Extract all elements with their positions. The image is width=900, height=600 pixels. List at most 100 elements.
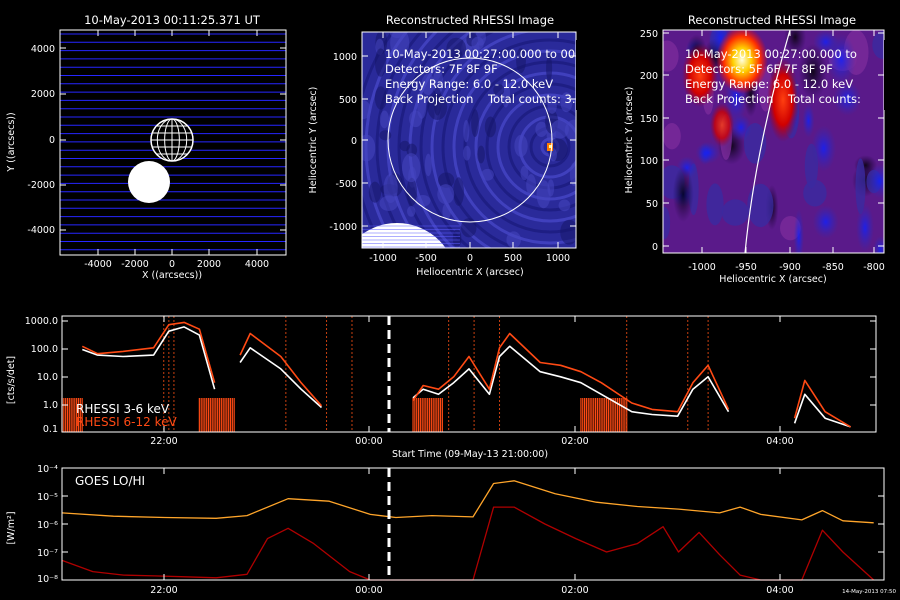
rhessi-xlabel: Start Time (09-May-13 21:00:00) bbox=[392, 449, 548, 460]
fulldisk-ticks bbox=[362, 32, 576, 248]
fulldisk-ytick: -500 bbox=[335, 179, 357, 190]
fulldisk-panel: Reconstructed RHESSI Image 10-May-2013 0… bbox=[308, 13, 616, 278]
rhessi-lightcurve-panel: 1000.0 100.0 10.0 1.0 0.1 [cts/s/det] 22… bbox=[6, 315, 877, 460]
zoom-ytick: 100 bbox=[640, 156, 658, 167]
zoom-xlabel: Heliocentric X (arcsec) bbox=[719, 274, 826, 285]
orbit-ytick: -2000 bbox=[27, 180, 55, 191]
orbit-panel: 10-May-2013 00:11:25.371 UT -4000 -2000 … bbox=[6, 13, 287, 281]
rhessi-ylabel: [cts/s/det] bbox=[6, 356, 17, 404]
goes-xtick: 22:00 bbox=[150, 585, 177, 596]
goes-xtick: 04:00 bbox=[766, 585, 793, 596]
zoom-xtick: -1000 bbox=[688, 262, 716, 273]
fulldisk-xtick: 0 bbox=[467, 253, 473, 264]
rhessi-ytick: 1000.0 bbox=[25, 316, 58, 327]
rhessi-series-line bbox=[82, 326, 851, 428]
fulldisk-xtick: -1000 bbox=[369, 253, 397, 264]
rhessi-attenuator-flags bbox=[61, 398, 628, 432]
rhessi-series-line bbox=[81, 321, 852, 428]
zoom-info-line: Back Projection Total counts: bbox=[685, 92, 861, 106]
orbit-frame bbox=[59, 29, 287, 256]
zoom-ticks bbox=[663, 30, 884, 253]
flare-ribbon bbox=[767, 58, 799, 142]
orbit-ytick: 0 bbox=[49, 135, 55, 146]
zoom-ytick: 200 bbox=[640, 71, 658, 82]
plot-timestamp: 14-May-2013 07:50 bbox=[842, 589, 896, 595]
orbit-xtick: -2000 bbox=[121, 259, 149, 270]
zoom-xtick: -850 bbox=[822, 262, 844, 273]
earth-disk bbox=[128, 161, 170, 203]
zoom-xtick: -950 bbox=[735, 262, 757, 273]
orbit-ylabel: Y ((arcsecs)) bbox=[6, 112, 17, 172]
goes-series-line bbox=[61, 506, 875, 581]
rhessi-ticks bbox=[62, 316, 876, 432]
fulldisk-ytick: 500 bbox=[339, 95, 357, 106]
goes-series bbox=[61, 480, 875, 581]
orbit-ticks bbox=[60, 30, 286, 255]
goes-xtick: 00:00 bbox=[355, 585, 382, 596]
rhessi-xtick: 02:00 bbox=[561, 436, 588, 447]
fulldisk-ripple-pattern bbox=[362, 32, 576, 248]
fulldisk-xtick: 500 bbox=[504, 253, 522, 264]
zoom-ytick: 50 bbox=[646, 199, 658, 210]
orbit-xlabel: X ((arcsecs)) bbox=[142, 270, 202, 281]
fulldisk-info-line: 10-May-2013 00:27:00.000 to 00:28:00 bbox=[385, 47, 612, 61]
orbit-title: 10-May-2013 00:11:25.371 UT bbox=[84, 13, 261, 27]
rhessi-ytick: 10.0 bbox=[37, 372, 58, 383]
zoom-info-line: Energy Range: 6.0 - 12.0 keV bbox=[685, 77, 853, 91]
rhessi-xtick: 00:00 bbox=[355, 436, 382, 447]
goes-frame bbox=[61, 467, 885, 581]
solar-limb bbox=[387, 57, 553, 223]
goes-xtick: 02:00 bbox=[561, 585, 588, 596]
zoom-ytick: 250 bbox=[640, 29, 658, 40]
goes-ytick: 10⁻⁴ bbox=[37, 464, 58, 475]
rhessi-xtick: 22:00 bbox=[150, 436, 177, 447]
goes-ytick: 10⁻⁵ bbox=[37, 492, 58, 503]
goes-lightcurve-panel: GOES LO/HI 10⁻⁴ 10⁻⁵ 10⁻⁶ 10⁻⁷ 10⁻⁸ [W/m… bbox=[6, 464, 896, 596]
zoom-image bbox=[663, 30, 884, 253]
fulldisk-title: Reconstructed RHESSI Image bbox=[386, 13, 554, 27]
fulldisk-info-line: Detectors: 7F 8F 9F bbox=[385, 62, 498, 76]
goes-ylabel: [W/m²] bbox=[6, 511, 17, 544]
fulldisk-xtick: 1000 bbox=[546, 253, 570, 264]
fulldisk-xtick: -500 bbox=[415, 253, 437, 264]
goes-ytick: 10⁻⁸ bbox=[37, 574, 58, 585]
fulldisk-image bbox=[362, 32, 576, 248]
rhessi-ytick: 1.0 bbox=[43, 400, 58, 411]
zoom-info-line: Detectors: 5F 6F 7F 8F 9F bbox=[685, 62, 833, 76]
zoom-xtick: -900 bbox=[779, 262, 801, 273]
rhessi-frame bbox=[61, 315, 877, 433]
goes-series-line bbox=[61, 480, 874, 524]
fulldisk-ytick: 0 bbox=[351, 136, 357, 147]
fulldisk-xlabel: Heliocentric X (arcsec) bbox=[416, 267, 523, 278]
goes-ytick: 10⁻⁶ bbox=[37, 520, 58, 531]
zoom-panel: Reconstructed RHESSI Image 10-May-2013 0… bbox=[624, 13, 900, 285]
zoom-limb bbox=[744, 30, 791, 253]
earth-occulter bbox=[362, 223, 446, 248]
fulldisk-ylabel: Heliocentric Y (arcsec) bbox=[308, 87, 319, 194]
rhessi-ytick: 100.0 bbox=[31, 344, 58, 355]
orbit-xtick: 2000 bbox=[197, 259, 221, 270]
flare-core bbox=[716, 30, 768, 94]
fulldisk-info-line: Energy Range: 6.0 - 12.0 keV bbox=[385, 77, 553, 91]
zoom-ylabel: Heliocentric Y (arcsec) bbox=[624, 87, 635, 194]
orbit-xtick: 0 bbox=[169, 259, 175, 270]
zoom-xtick: -800 bbox=[863, 262, 885, 273]
rhessi-series bbox=[81, 321, 852, 428]
flare-ribbon bbox=[682, 43, 718, 107]
orbit-ytick: -4000 bbox=[27, 225, 55, 236]
orbit-xtick: 4000 bbox=[245, 259, 269, 270]
legend-rhessi-low: RHESSI 3-6 keV bbox=[76, 402, 170, 416]
orbit-ytick: 4000 bbox=[31, 44, 55, 55]
legend-rhessi-high: RHESSI 6-12 keV bbox=[76, 415, 177, 429]
fulldisk-info-line: Back Projection Total counts: 3.34E+0 bbox=[385, 92, 614, 106]
zoom-title: Reconstructed RHESSI Image bbox=[688, 13, 856, 27]
orbit-ytick: 2000 bbox=[31, 89, 55, 100]
fulldisk-ytick: 1000 bbox=[333, 52, 357, 63]
zoom-info-line: 10-May-2013 00:27:00.000 to bbox=[685, 47, 857, 61]
orbit-xtick: -4000 bbox=[84, 259, 112, 270]
sun-grid bbox=[151, 118, 193, 162]
fulldisk-noise-pattern bbox=[362, 32, 576, 248]
rhessi-xtick: 04:00 bbox=[766, 436, 793, 447]
zoom-frame bbox=[662, 29, 885, 254]
